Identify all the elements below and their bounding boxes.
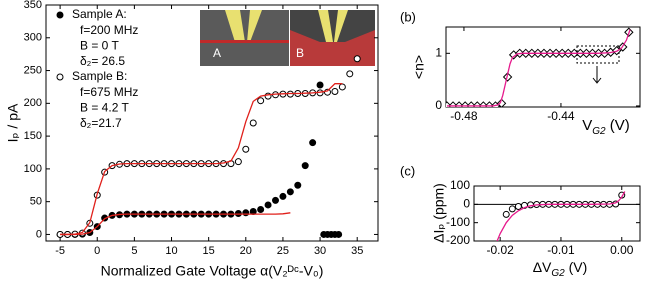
point bbox=[286, 188, 294, 196]
plot-frame bbox=[45, 4, 379, 242]
annotation: f=675 MHz bbox=[80, 85, 138, 99]
point bbox=[234, 158, 242, 166]
x-tick-label: 10 bbox=[165, 245, 177, 257]
point bbox=[496, 98, 507, 107]
fit-line bbox=[496, 191, 626, 241]
point bbox=[249, 119, 257, 127]
plot-area bbox=[446, 27, 634, 107]
y-tick-label: 150 bbox=[24, 130, 42, 142]
x-tick-label: 0.00 bbox=[610, 243, 634, 257]
x-tick-label: -5 bbox=[55, 245, 65, 257]
plot-frame bbox=[445, 26, 641, 108]
x-axis-label-part: (V) bbox=[565, 259, 588, 275]
y-tick-label: 300 bbox=[24, 32, 42, 44]
panel-label: (b) bbox=[400, 9, 416, 24]
x-tick-label: -0.48 bbox=[450, 109, 478, 123]
annotation: δ₂= 26.5 bbox=[80, 54, 125, 68]
point bbox=[338, 83, 346, 91]
y-axis-label: Iₚ / pA bbox=[5, 103, 21, 142]
x-axis-label-part: V bbox=[582, 117, 592, 134]
point bbox=[353, 55, 361, 63]
legend-marker bbox=[56, 73, 64, 81]
point bbox=[508, 205, 516, 213]
point bbox=[309, 139, 317, 147]
x-tick-label: 25 bbox=[277, 245, 289, 257]
panel-label: (c) bbox=[400, 163, 415, 178]
y-tick-label: 0 bbox=[463, 197, 470, 211]
point bbox=[264, 201, 272, 209]
x-tick-label: 35 bbox=[351, 245, 363, 257]
point bbox=[294, 181, 302, 189]
x-axis-label-part: ΔV bbox=[533, 259, 552, 275]
y-tick-label: 100 bbox=[450, 178, 470, 192]
y-tick-label: 0 bbox=[36, 228, 42, 240]
y-axis-label: ΔIₚ (ppm) bbox=[431, 183, 447, 243]
plot-area bbox=[496, 191, 626, 241]
x-tick-label: -0.44 bbox=[547, 109, 575, 123]
y-tick-label: 50 bbox=[30, 196, 42, 208]
point bbox=[242, 145, 250, 153]
point bbox=[234, 209, 242, 217]
y-tick-label: -100 bbox=[446, 215, 470, 229]
y-tick-label: -200 bbox=[446, 233, 470, 247]
point bbox=[502, 210, 510, 218]
y-tick-label: 100 bbox=[24, 163, 42, 175]
y-tick-label: 1 bbox=[435, 45, 442, 59]
point bbox=[301, 162, 309, 170]
inset-label: A bbox=[213, 46, 221, 60]
point bbox=[242, 209, 250, 217]
annotation: f=200 MHz bbox=[80, 23, 138, 37]
inset-label: B bbox=[296, 46, 304, 60]
plot-area bbox=[56, 55, 361, 238]
x-tick-label: 5 bbox=[131, 245, 137, 257]
legend-marker bbox=[56, 11, 64, 19]
fit-line bbox=[60, 212, 291, 236]
fit-line bbox=[446, 29, 631, 107]
x-axis-label-part: G2 bbox=[551, 268, 565, 279]
y-axis-label: <n> bbox=[411, 55, 427, 79]
x-axis-label: ΔVG2 (V) bbox=[533, 259, 588, 279]
x-tick-label: 30 bbox=[314, 245, 326, 257]
x-axis-label-part: (V) bbox=[606, 117, 630, 134]
x-tick-label: -0.02 bbox=[486, 243, 514, 257]
point bbox=[514, 203, 522, 211]
x-axis-label: Normalized Gate Voltage α(V₂ᴰᶜ-V₀) bbox=[101, 263, 324, 279]
point bbox=[335, 230, 343, 238]
zoom-arrow bbox=[592, 66, 602, 84]
y-tick-label: 0 bbox=[435, 98, 442, 112]
annotation: δ₂=21.7 bbox=[80, 116, 122, 130]
x-tick-label: -0.01 bbox=[547, 243, 575, 257]
annotation: B = 4.2 T bbox=[80, 101, 129, 115]
legend-label: Sample B: bbox=[72, 69, 127, 83]
x-tick-label: 20 bbox=[240, 245, 252, 257]
y-tick-label: 200 bbox=[24, 97, 42, 109]
point bbox=[316, 81, 324, 89]
point bbox=[272, 196, 280, 204]
point bbox=[346, 70, 354, 78]
x-axis-label: VG2 (V) bbox=[582, 117, 630, 137]
point bbox=[279, 192, 287, 200]
y-tick-label: 350 bbox=[24, 0, 42, 11]
y-tick-label: 250 bbox=[24, 64, 42, 76]
point bbox=[331, 88, 339, 96]
annotation: B = 0 T bbox=[80, 39, 119, 53]
point bbox=[257, 206, 265, 214]
x-axis-label-part: G2 bbox=[592, 126, 606, 137]
x-tick-label: 15 bbox=[203, 245, 215, 257]
plot-frame bbox=[473, 185, 641, 242]
fit-line bbox=[60, 83, 343, 236]
inset-photo: A B bbox=[200, 10, 375, 66]
x-tick-label: 0 bbox=[94, 245, 100, 257]
point bbox=[257, 97, 265, 105]
legend-label: Sample A: bbox=[72, 7, 127, 21]
